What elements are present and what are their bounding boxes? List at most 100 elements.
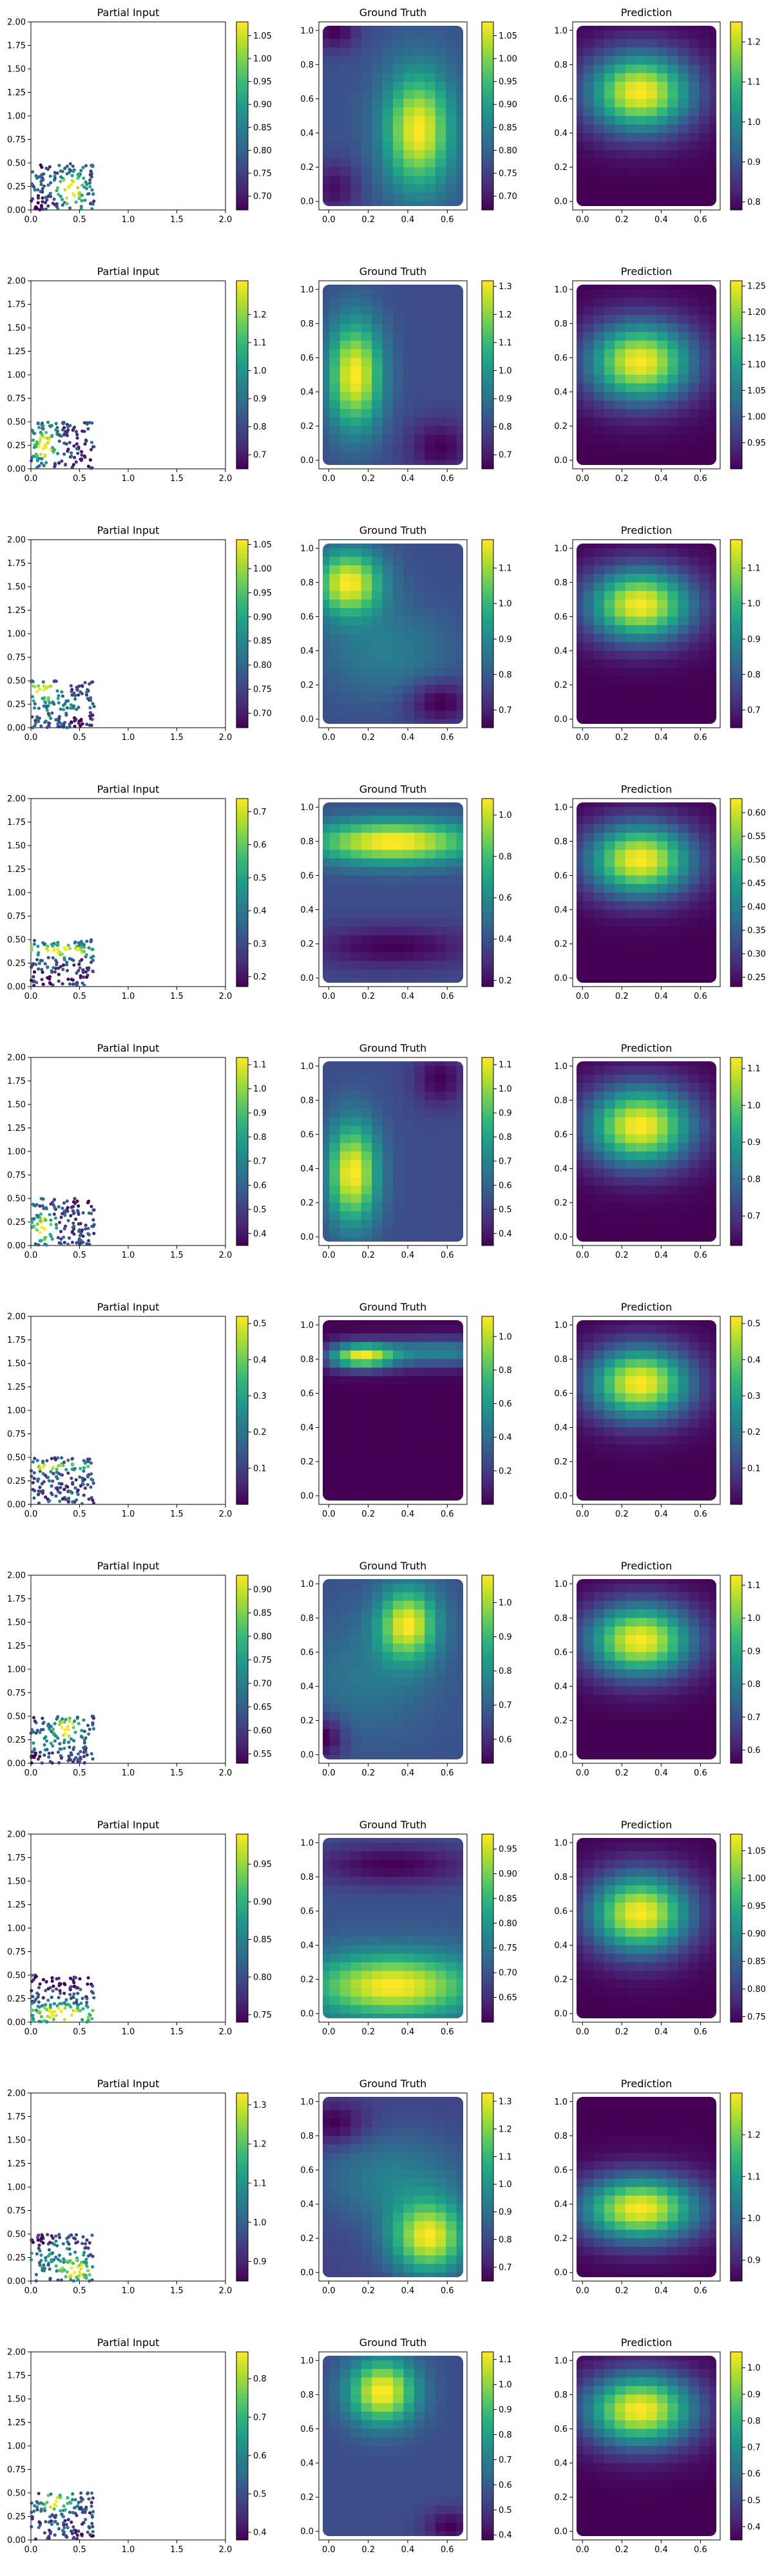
heatmap-cell	[709, 417, 716, 427]
heatmap-cell	[456, 1160, 463, 1170]
heatmap-cell	[414, 133, 425, 142]
heatmap-cell	[425, 1410, 436, 1419]
heatmap-cell	[615, 99, 626, 108]
scatter-point	[54, 1494, 58, 1498]
heatmap-cell	[625, 64, 636, 74]
heatmap-cell	[699, 39, 711, 48]
scatter-point	[43, 436, 46, 440]
heatmap-cell	[577, 824, 584, 833]
scatter-point	[40, 457, 44, 460]
heatmap-cell	[656, 685, 668, 694]
heatmap-cell	[678, 400, 689, 410]
heatmap-cell	[393, 901, 405, 911]
heatmap-cell	[593, 599, 605, 609]
heatmap-cell	[593, 375, 605, 384]
heatmap-cell	[625, 99, 636, 108]
colorbar-tick-label: 1.00	[253, 54, 272, 64]
heatmap-cell	[414, 676, 425, 686]
heatmap-cell	[323, 1151, 330, 1160]
scatter-point	[56, 940, 60, 945]
heatmap-cell	[456, 133, 463, 142]
heatmap-cell	[329, 1461, 341, 1471]
heatmap-cell	[350, 1083, 362, 1092]
heatmap-cell	[435, 935, 446, 945]
heatmap-cell	[414, 306, 425, 316]
heatmap-cell	[456, 175, 463, 185]
heatmap-cell	[323, 634, 330, 643]
heatmap-cell	[372, 141, 383, 151]
heatmap-cell	[456, 1479, 463, 1488]
heatmap-cell	[323, 1444, 330, 1454]
heatmap-cell	[382, 323, 394, 333]
colorbar-tick-label: 0.45	[747, 879, 766, 889]
heatmap-cell	[403, 668, 415, 677]
heatmap-cell	[329, 90, 341, 100]
scatter-point	[52, 197, 56, 201]
heatmap-cell	[709, 315, 716, 324]
heatmap-cell	[688, 1108, 700, 1118]
heatmap-cell	[403, 99, 415, 108]
colorbar-tick-label: 1.00	[499, 54, 517, 64]
heatmap-cell	[625, 392, 636, 401]
heatmap-cell	[456, 167, 463, 176]
heatmap-cell	[699, 332, 711, 341]
heatmap-cell	[709, 710, 716, 720]
heatmap-cell	[414, 1341, 425, 1351]
heatmap-cell	[615, 73, 626, 82]
heatmap-cell	[414, 81, 425, 91]
heatmap-cell	[339, 659, 351, 668]
heatmap-cell	[323, 1453, 330, 1463]
heatmap-cell	[435, 1236, 446, 1242]
heatmap-cell	[646, 1061, 658, 1066]
heatmap-cell	[667, 434, 679, 444]
heatmap-cell	[688, 591, 700, 600]
scatter-point	[41, 982, 45, 986]
heatmap-cell	[403, 1350, 415, 1359]
heatmap-cell	[456, 124, 463, 134]
x-tick-label: 0.2	[361, 474, 375, 484]
heatmap-cell	[625, 548, 636, 558]
heatmap-cell	[403, 952, 415, 961]
heatmap-cell	[329, 1419, 341, 1428]
heatmap-cell	[435, 824, 446, 833]
scatter-point	[41, 196, 44, 200]
heatmap-cell	[350, 1142, 362, 1152]
heatmap-cell	[339, 1401, 351, 1411]
heatmap-cell	[323, 918, 330, 927]
heatmap-cell	[372, 26, 383, 31]
heatmap-cell	[667, 952, 679, 961]
heatmap-cell	[667, 392, 679, 401]
heatmap-cell	[339, 1228, 351, 1238]
heatmap-cell	[604, 858, 616, 867]
heatmap-cell	[646, 201, 658, 206]
heatmap-cell	[425, 1487, 436, 1497]
heatmap-cell	[625, 650, 636, 660]
heatmap-cell	[699, 1100, 711, 1110]
y-tick-label: 0.50	[7, 677, 26, 687]
scatter-point	[33, 188, 37, 192]
colorbar-tick-label: 0.30	[747, 949, 766, 959]
heatmap-cell	[456, 867, 463, 876]
heatmap-cell	[382, 634, 394, 643]
heatmap-cell	[425, 1126, 436, 1135]
scatter-point	[74, 1478, 78, 1482]
heatmap-cell	[382, 81, 394, 91]
heatmap-cell	[646, 608, 658, 618]
scatter-point	[66, 1471, 70, 1475]
heatmap-cell	[604, 849, 616, 859]
x-tick-label: 0.4	[654, 992, 668, 1001]
heatmap-cell	[339, 141, 351, 151]
heatmap-cell	[604, 978, 616, 983]
heatmap-cell	[323, 608, 330, 618]
heatmap-cell	[583, 175, 595, 185]
x-tick-label: 0.0	[322, 1251, 336, 1260]
y-tick-label: 0.75	[7, 653, 26, 663]
heatmap-cell	[350, 1092, 362, 1101]
heatmap-cell	[350, 298, 362, 307]
scatter-point	[79, 1466, 82, 1470]
panel-title: Partial Input	[97, 783, 160, 795]
heatmap-cell	[625, 1194, 636, 1204]
heatmap-cell	[615, 1186, 626, 1195]
heatmap-cell	[339, 702, 351, 712]
heatmap-cell	[446, 802, 457, 808]
